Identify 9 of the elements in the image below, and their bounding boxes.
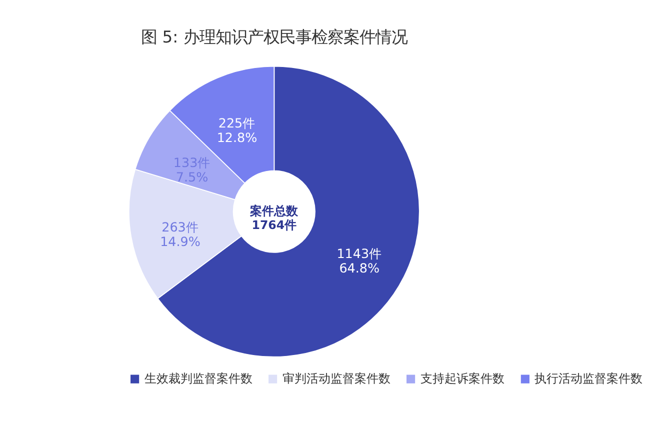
legend-label: 审判活动监督案件数 [282,372,390,386]
data-label: 1143件 64.8% [336,246,382,276]
text: 案件总数 1764件 [249,204,300,232]
data-label: 263件 14.9% [160,220,200,250]
legend-label: 支持起诉案件数 [420,372,504,386]
legend-label: 执行活动监督案件数 [534,372,643,386]
data-label: 225件 12.8% [216,115,258,145]
legend-label: 生效裁判监督案件数 [144,372,252,386]
chart-title: 图 5: 办理知识产权民事检察案件情况 [141,28,408,47]
